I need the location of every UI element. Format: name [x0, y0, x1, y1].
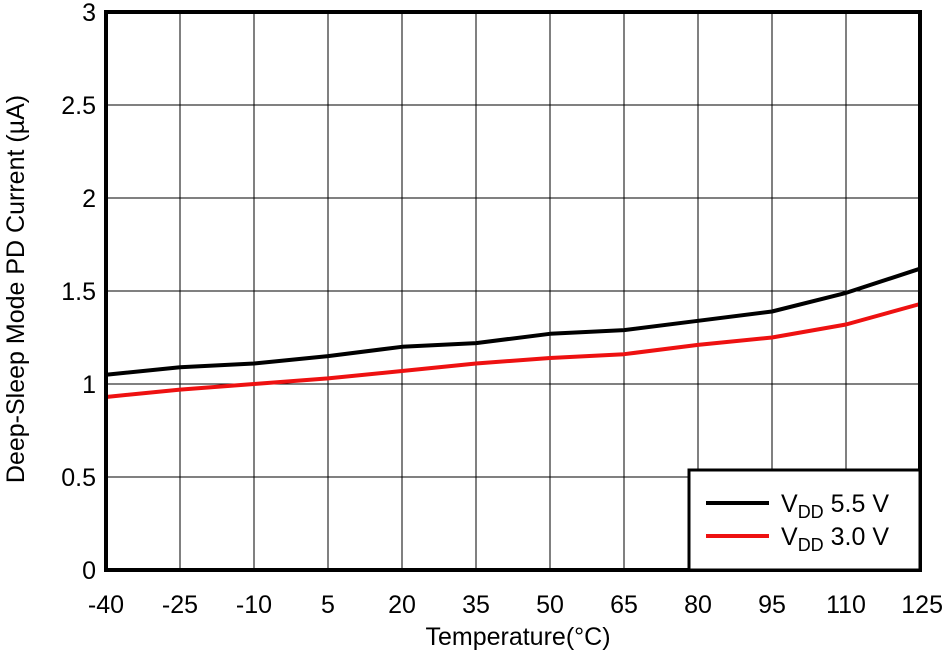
y-tick-label: 3 [82, 0, 96, 27]
series-line-1 [105, 266, 921, 377]
y-tick-label: 2 [82, 185, 96, 213]
legend-label-1: VDD 5.5 V [781, 490, 889, 522]
x-tick-label: 35 [462, 591, 490, 619]
y-tick-label: 2.5 [61, 92, 96, 120]
x-tick-labels: -40 -25 -10 5 20 35 50 65 80 95 110 125 [88, 591, 943, 619]
x-tick-label: -10 [236, 591, 272, 619]
series-line-2 [105, 302, 921, 399]
legend-label-2: VDD 3.0 V [781, 523, 889, 555]
plot-frame [104, 10, 922, 572]
y-tick-label: 1 [82, 371, 96, 399]
y-tick-label: 0 [82, 557, 96, 585]
x-tick-label: 110 [826, 591, 866, 619]
x-tick-label: 95 [758, 591, 786, 619]
x-tick-label: 5 [321, 591, 335, 619]
x-tick-label: -25 [162, 591, 198, 619]
x-tick-label: 50 [536, 591, 564, 619]
y-tick-label: 0.5 [61, 464, 96, 492]
series-layer [105, 266, 921, 399]
legend-box [687, 468, 922, 572]
x-tick-label: 65 [610, 591, 638, 619]
x-tick-label: 125 [901, 591, 943, 619]
x-axis-label: Temperature(°C) [425, 623, 610, 651]
y-axis-label: Deep-Sleep Mode PD Current (µA) [2, 95, 30, 483]
y-tick-label: 1.5 [61, 278, 96, 306]
x-tick-label: 20 [388, 591, 416, 619]
y-tick-labels: 0 0.5 1 1.5 2 2.5 3 [61, 0, 96, 585]
x-tick-label: -40 [88, 591, 124, 619]
x-tick-label: 80 [684, 591, 712, 619]
